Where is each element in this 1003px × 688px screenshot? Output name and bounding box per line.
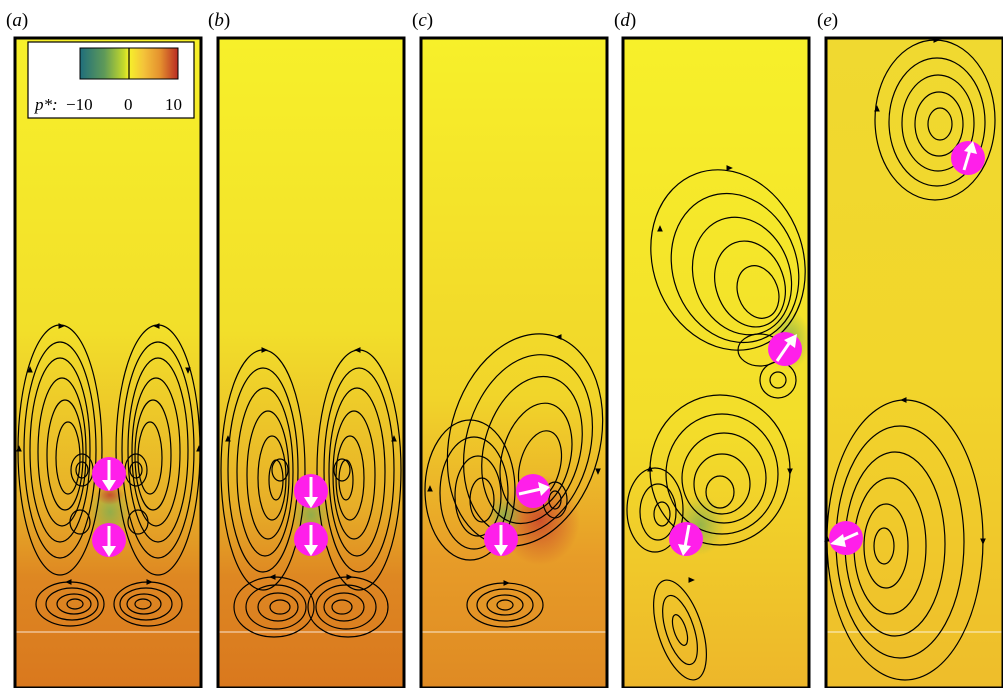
channel-wall-a (13, 36, 203, 688)
particle-d-1 (768, 332, 802, 366)
panel-d: (d) (614, 10, 811, 688)
particle-b-1 (294, 474, 328, 508)
panel-label-a: (a) (6, 10, 28, 31)
streamlines-c (424, 333, 604, 628)
colorbar-legend: p*: −10 0 10 (27, 41, 195, 119)
particle-a-2 (92, 523, 126, 557)
panel-a: (a) (6, 10, 203, 688)
streamlines-d (626, 165, 806, 681)
panel-label-e: (e) (817, 10, 838, 31)
pressure-field-b (218, 38, 404, 688)
particle-e-1 (951, 141, 985, 175)
panel-e: (e) (817, 10, 1003, 688)
particle-a-1 (92, 457, 126, 491)
panel-b: (b) (208, 10, 406, 688)
panel-label-b: (b) (208, 10, 230, 31)
panel-label-c: (c) (412, 10, 433, 31)
particle-c-1 (516, 474, 550, 508)
particle-e-2 (829, 521, 863, 555)
channel-wall-d (621, 36, 811, 688)
particle-b-2 (294, 522, 328, 556)
pressure-field-e (826, 38, 1003, 688)
particle-d-2 (669, 522, 703, 556)
channel-wall-c (419, 36, 609, 688)
panel-c: (c) (412, 10, 609, 688)
streamlines-b (220, 347, 402, 638)
colorbar-tick-min: −10 (66, 95, 93, 114)
streamlines-a (16, 323, 202, 627)
particle-c-2 (484, 522, 518, 556)
colorbar-tick-max: 10 (165, 95, 182, 114)
panel-label-d: (d) (614, 10, 636, 31)
channel-wall-b (216, 36, 406, 688)
channel-wall-e (824, 36, 1003, 688)
pressure-field-a (15, 38, 201, 688)
colorbar-variable-label: p*: (34, 95, 58, 114)
colorbar-tick-zero: 0 (124, 95, 133, 114)
